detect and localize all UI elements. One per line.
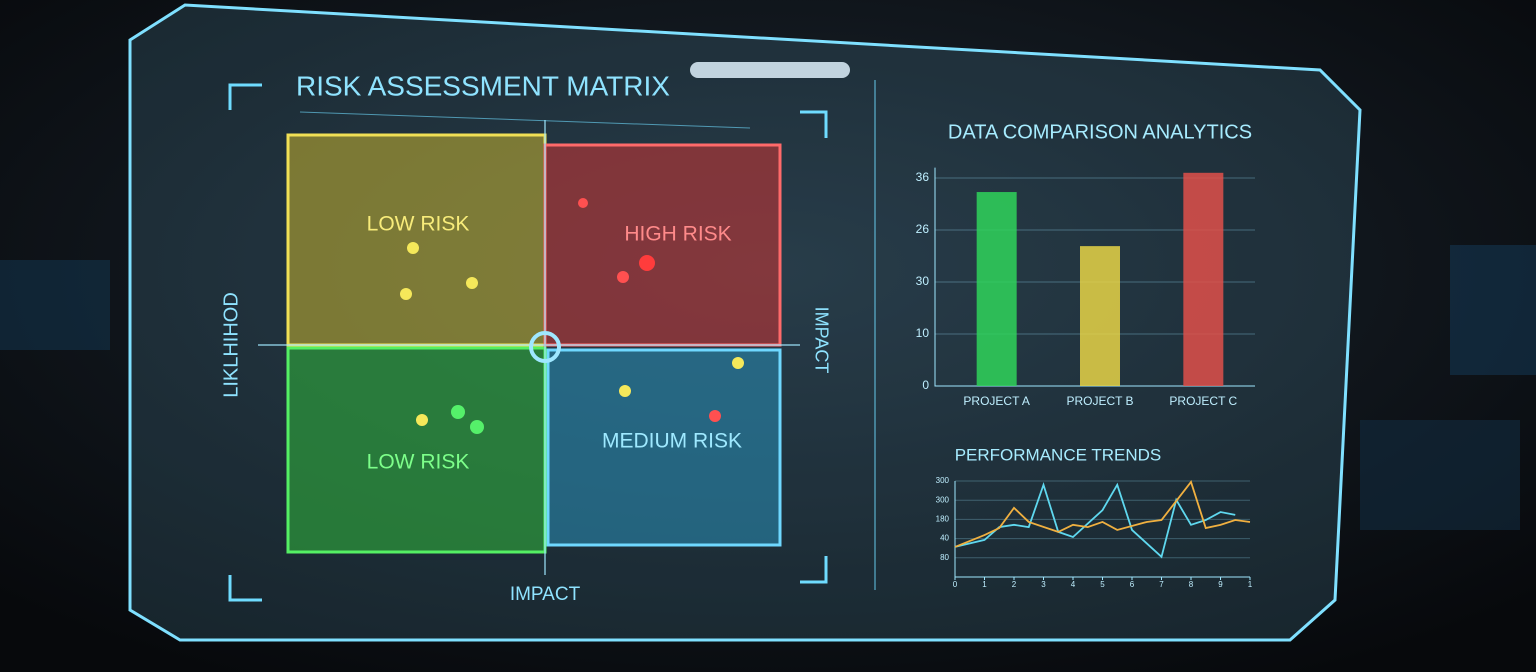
x-tick-label: 8 [1189, 580, 1194, 589]
quadrant-label: HIGH RISK [624, 223, 731, 246]
y-tick-label: 26 [916, 222, 930, 236]
line-series [954, 481, 1236, 559]
x-tick-label: 5 [1100, 580, 1105, 589]
bar [976, 192, 1017, 386]
x-axis-label: IMPACT [510, 584, 581, 605]
x-tick-label: 6 [1130, 580, 1135, 589]
x-tick-label: 1 [982, 580, 987, 589]
y-tick-label: 300 [936, 495, 950, 504]
quadrant-label: LOW RISK [367, 451, 470, 474]
quadrant [286, 346, 547, 554]
right-axis-label: IMPACT [811, 307, 831, 374]
y-tick-label: 40 [940, 534, 949, 543]
bar [1183, 172, 1224, 386]
y-tick-label: 36 [916, 170, 930, 184]
monitor [1450, 245, 1536, 375]
x-tick-label: 9 [1218, 580, 1223, 589]
x-tick-label: PROJECT A [963, 394, 1029, 408]
x-tick-label: 4 [1071, 580, 1076, 589]
matrix-title: RISK ASSESSMENT MATRIX [296, 70, 670, 101]
line-series [954, 480, 1251, 548]
quadrant-label: LOW RISK [367, 213, 470, 236]
x-tick-label: 1 [1248, 580, 1253, 589]
ceiling-light [690, 62, 850, 78]
y-tick-label: 30 [916, 274, 930, 288]
x-tick-label: 7 [1159, 580, 1164, 589]
axis [954, 481, 1250, 578]
y-axis-label: LIKLHIHOD [220, 292, 242, 398]
chart-title: DATA COMPARISON ANALYTICS [948, 121, 1252, 143]
y-tick-label: 300 [936, 476, 950, 485]
monitor [0, 260, 110, 350]
x-tick-label: 0 [953, 580, 958, 589]
y-tick-label: 0 [922, 378, 929, 392]
y-tick-label: 80 [940, 553, 949, 562]
corner-brackets [228, 83, 828, 602]
risk-dots [400, 198, 744, 434]
axis [934, 167, 1255, 387]
x-tick-label: PROJECT B [1066, 394, 1133, 408]
bar [1080, 246, 1120, 386]
quadrant [286, 133, 547, 347]
quadrant [546, 348, 782, 547]
y-tick-label: 10 [916, 326, 930, 340]
x-tick-label: 2 [1012, 580, 1017, 589]
chart-title: PERFORMANCE TRENDS [955, 445, 1162, 464]
y-tick-label: 180 [936, 515, 950, 524]
matrix-axes [258, 120, 800, 575]
monitor [1360, 420, 1520, 530]
x-tick-label: PROJECT C [1169, 394, 1237, 408]
x-tick-label: 3 [1041, 580, 1046, 589]
title-rule [299, 111, 751, 129]
quadrant-label: MEDIUM RISK [602, 430, 742, 453]
